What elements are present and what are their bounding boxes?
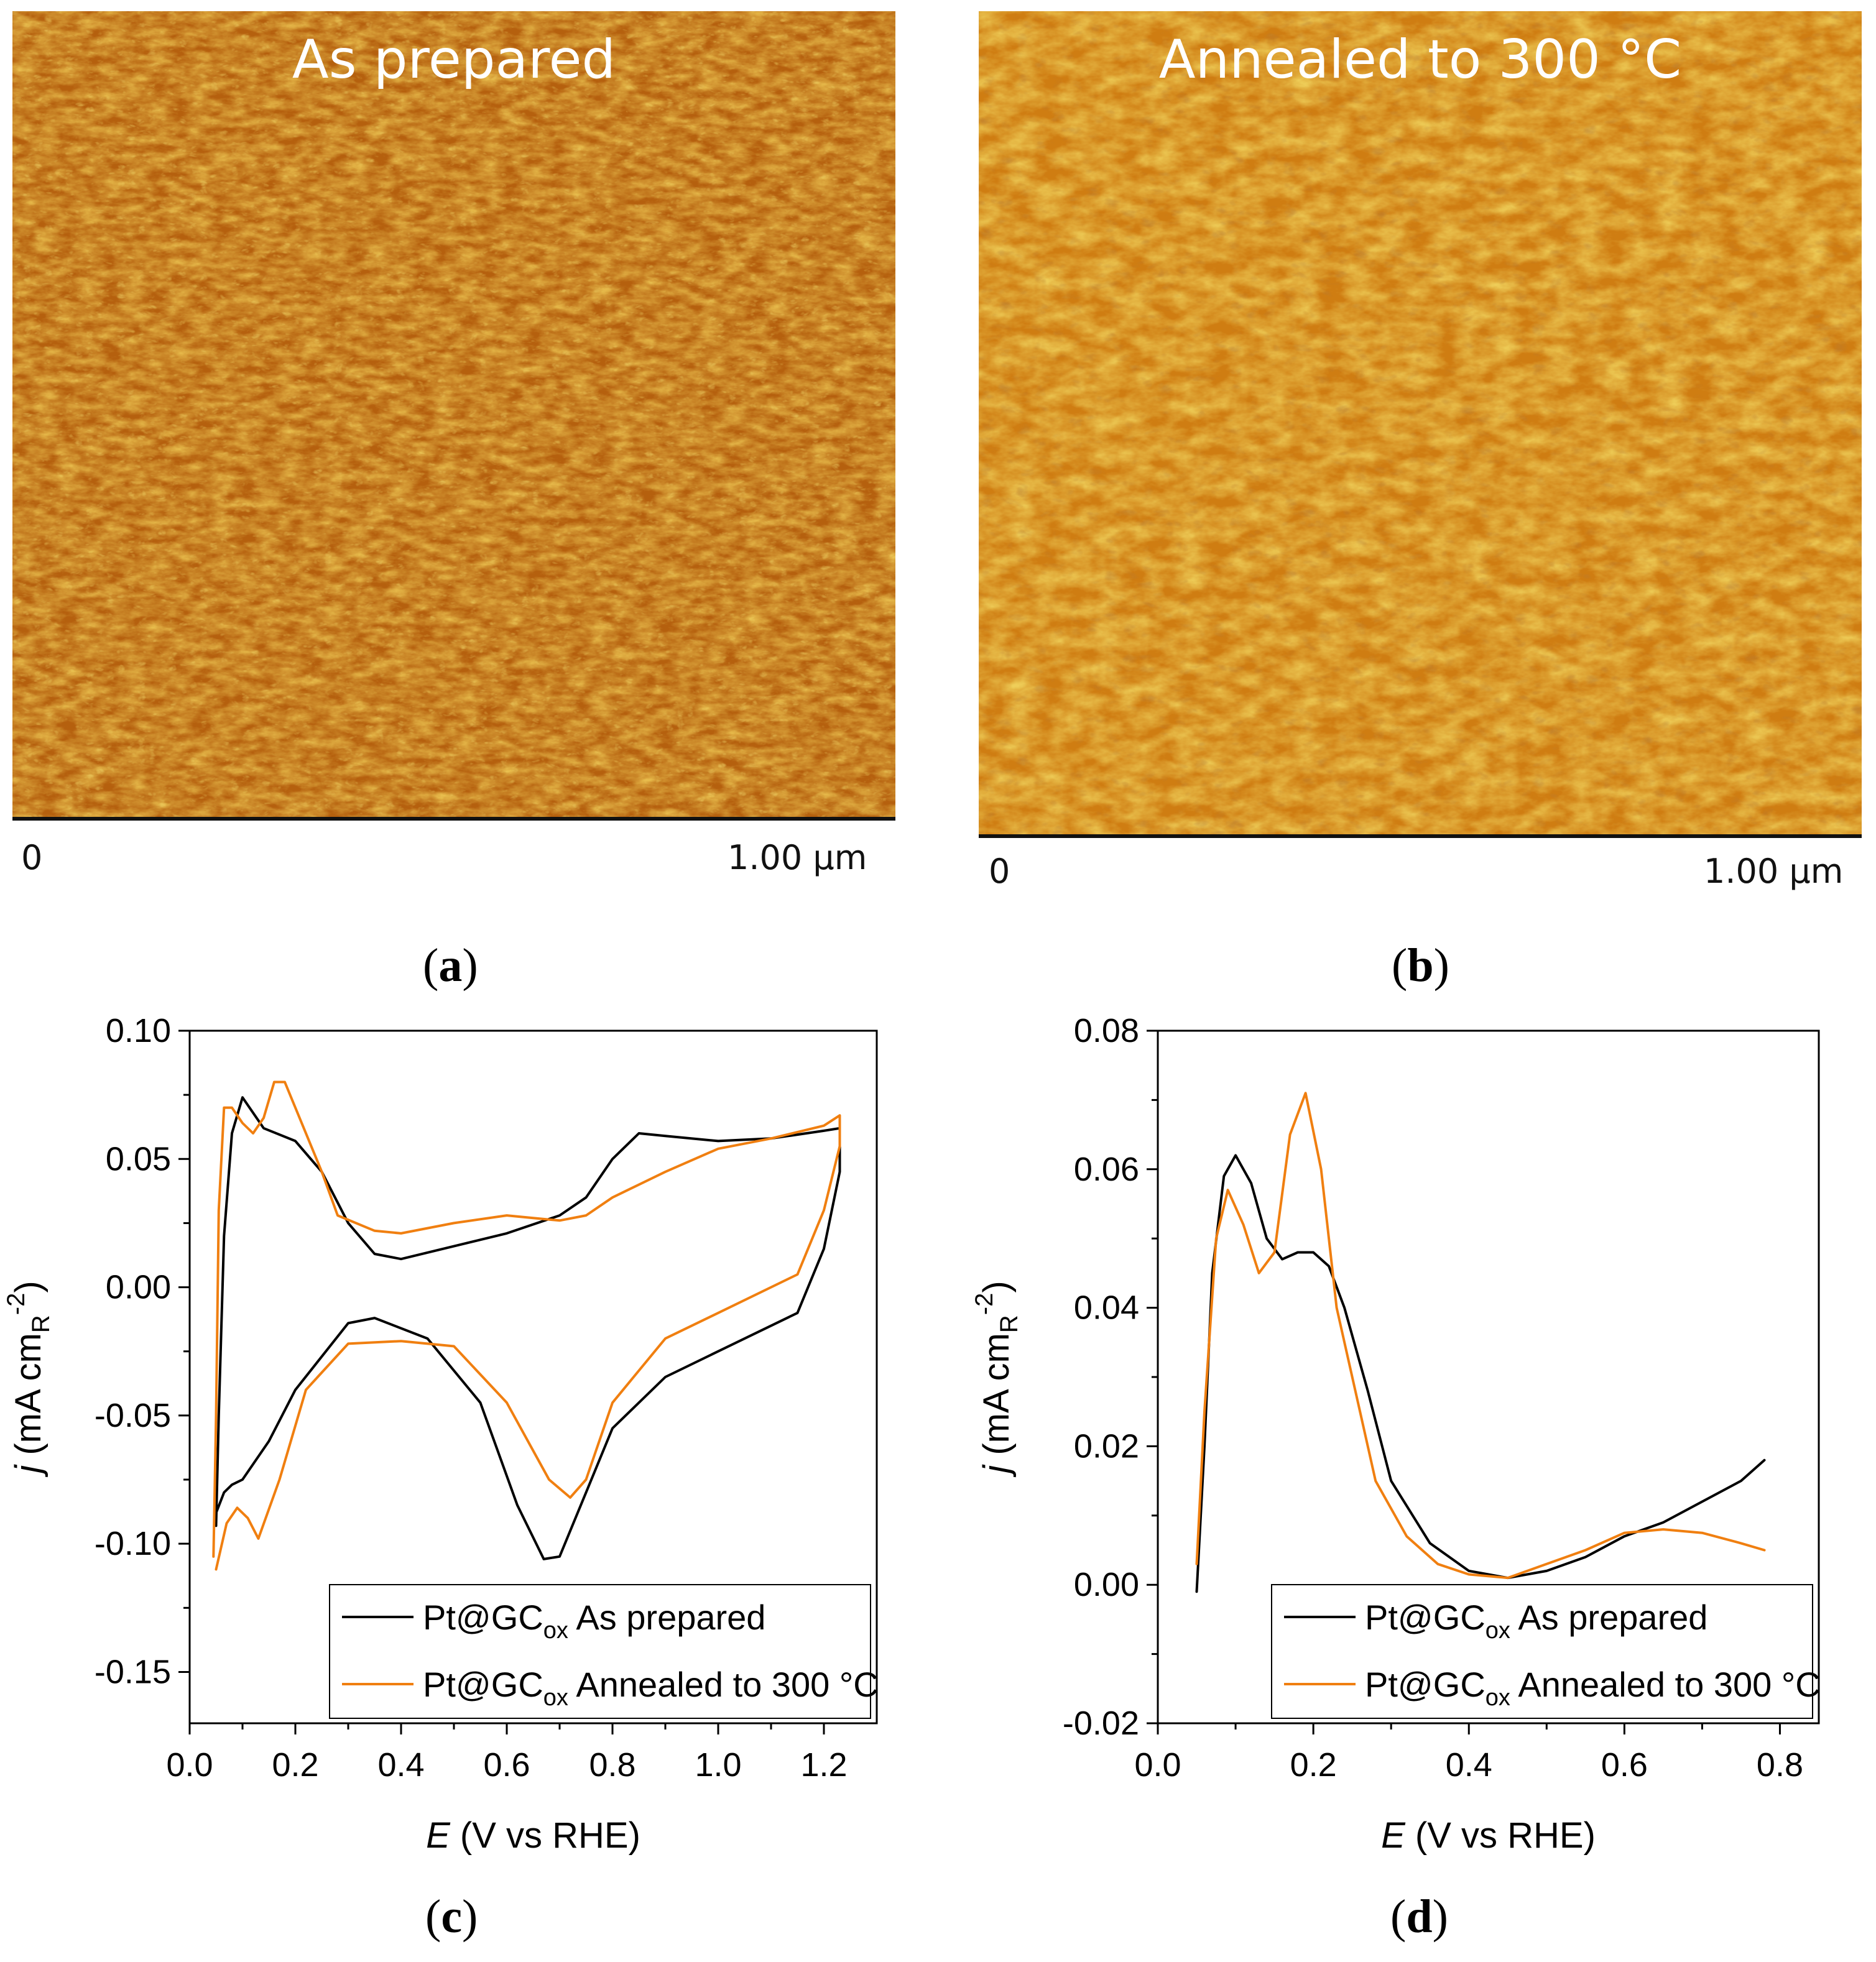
chart-d: 0.0 0.2 0.4 0.6 0.8 0.08 0.06 0.04 0.02 0.00 -0.02… xyxy=(971,1012,1821,1856)
y-axis-label: j (mA cmR-2) xyxy=(971,1281,1023,1477)
legend-box xyxy=(329,1584,871,1719)
y-tick-label: 0.08 xyxy=(1074,1012,1139,1049)
x-tick-label: 0.8 xyxy=(1757,1746,1803,1784)
scale-end-a: 1.00 μm xyxy=(728,838,867,877)
x-tick-label: 0.0 xyxy=(166,1746,213,1784)
legend-label: Pt@GCox As prepared xyxy=(423,1598,765,1644)
y-tick-label: -0.10 xyxy=(95,1525,171,1562)
legend-label: Pt@GCox As prepared xyxy=(1365,1598,1707,1644)
panel-label-a: (a) xyxy=(423,939,478,992)
y-tick-label: 0.00 xyxy=(106,1269,171,1306)
scale-start-a: 0 xyxy=(21,838,43,877)
afm-texture-b xyxy=(979,11,1862,838)
panel-label-d: (d) xyxy=(1390,1891,1448,1943)
y-tick-label: -0.05 xyxy=(95,1397,171,1434)
legend-box xyxy=(1271,1584,1813,1719)
x-axis-label: E (V vs RHE) xyxy=(426,1815,640,1856)
legend-label: Pt@GCox Annealed to 300 °C xyxy=(1365,1665,1821,1711)
x-tick-label: 1.2 xyxy=(800,1746,847,1784)
afm-title-a: As prepared xyxy=(292,29,616,91)
y-tick-label: 0.06 xyxy=(1074,1151,1139,1188)
chart-c: 0.0 0.2 0.4 0.6 0.8 1.0 1.2 0.10 0.05 0.00 -0.05 -0… xyxy=(2,1012,879,1856)
y-tick-label: -0.02 xyxy=(1063,1705,1139,1742)
x-tick-label: 0.8 xyxy=(589,1746,635,1784)
y-tick-label: -0.15 xyxy=(95,1653,171,1690)
afm-title-b: Annealed to 300 °C xyxy=(1158,29,1682,91)
series-line-annealed xyxy=(1195,1092,1766,1580)
x-axis-label: E (V vs RHE) xyxy=(1381,1815,1596,1856)
x-tick-label: 0.4 xyxy=(377,1746,424,1784)
series-line-as-prepared xyxy=(215,1096,841,1560)
y-tick-label: 0.10 xyxy=(106,1012,171,1049)
legend: Pt@GCox As prepared Pt@GCox Annealed to 3… xyxy=(1271,1584,1821,1719)
y-tick-label: 0.00 xyxy=(1074,1566,1139,1603)
afm-image-as-prepared: As prepared xyxy=(12,11,895,821)
x-tick-label: 0.6 xyxy=(1601,1746,1648,1784)
plot-frame xyxy=(188,1029,878,1725)
panel-label-b: (b) xyxy=(1392,939,1449,992)
panel-label-c: (c) xyxy=(425,1891,478,1943)
y-tick-label: 0.05 xyxy=(106,1140,171,1177)
legend: Pt@GCox As prepared Pt@GCox Annealed to 3… xyxy=(329,1584,879,1719)
y-tick-label: 0.02 xyxy=(1074,1427,1139,1465)
y-axis-label: j (mA cmR-2) xyxy=(2,1281,55,1477)
x-tick-label: 0.4 xyxy=(1446,1746,1492,1784)
afm-image-annealed: Annealed to 300 °C xyxy=(979,11,1862,838)
x-tick-label: 0.6 xyxy=(483,1746,530,1784)
series-line-annealed xyxy=(212,1080,841,1571)
afm-texture-a xyxy=(12,11,895,821)
x-tick-label: 0.0 xyxy=(1134,1746,1181,1784)
x-tick-label: 0.2 xyxy=(1290,1746,1337,1784)
series-line-as-prepared xyxy=(1195,1154,1766,1593)
legend-label: Pt@GCox Annealed to 300 °C xyxy=(423,1665,879,1711)
x-tick-label: 1.0 xyxy=(695,1746,741,1784)
scale-end-b: 1.00 μm xyxy=(1704,852,1844,891)
y-tick-label: 0.04 xyxy=(1074,1289,1139,1327)
x-tick-label: 0.2 xyxy=(272,1746,318,1784)
scale-start-b: 0 xyxy=(989,852,1010,891)
